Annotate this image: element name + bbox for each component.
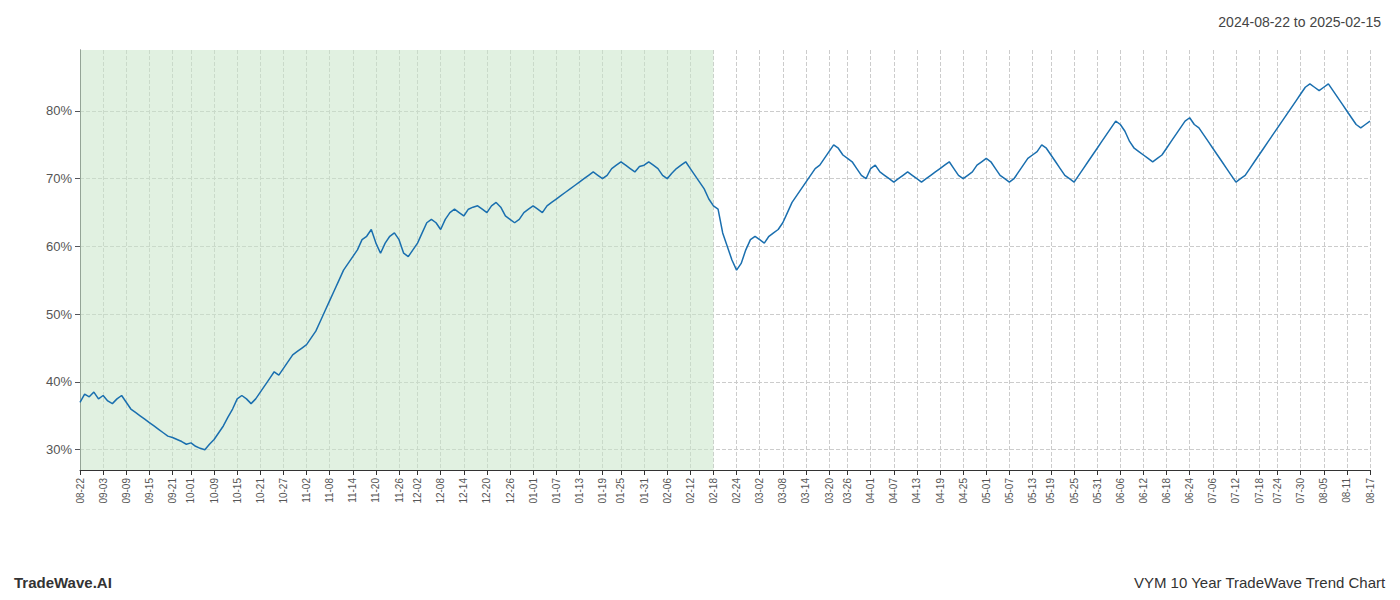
svg-text:01-31: 01-31	[639, 478, 650, 504]
svg-text:11-08: 11-08	[324, 478, 335, 503]
svg-text:04-07: 04-07	[888, 478, 899, 504]
svg-text:06-18: 06-18	[1161, 478, 1172, 504]
svg-text:04-19: 04-19	[935, 478, 946, 504]
svg-text:06-24: 06-24	[1184, 478, 1195, 504]
svg-text:03-26: 03-26	[842, 478, 853, 504]
svg-text:03-08: 03-08	[777, 478, 788, 504]
svg-text:11-14: 11-14	[347, 478, 358, 503]
svg-text:12-08: 12-08	[435, 478, 446, 504]
svg-text:05-19: 05-19	[1045, 478, 1056, 504]
svg-text:03-20: 03-20	[824, 478, 835, 504]
svg-text:12-26: 12-26	[505, 478, 516, 504]
svg-text:03-02: 03-02	[754, 478, 765, 504]
svg-text:VYM 10 Year TradeWave Trend Ch: VYM 10 Year TradeWave Trend Chart	[1134, 574, 1386, 591]
svg-text:TradeWave.AI: TradeWave.AI	[14, 574, 112, 591]
svg-text:11-20: 11-20	[370, 478, 381, 503]
svg-text:12-20: 12-20	[481, 478, 492, 504]
svg-text:11-26: 11-26	[394, 478, 405, 503]
svg-text:11-02: 11-02	[301, 478, 312, 503]
svg-text:10-27: 10-27	[278, 478, 289, 504]
svg-text:01-01: 01-01	[528, 478, 539, 504]
svg-text:05-13: 05-13	[1027, 478, 1038, 504]
svg-text:09-15: 09-15	[144, 478, 155, 504]
svg-text:80%: 80%	[46, 103, 72, 118]
svg-text:03-14: 03-14	[800, 478, 811, 504]
svg-text:05-07: 05-07	[1004, 478, 1015, 504]
svg-text:07-30: 07-30	[1295, 478, 1306, 504]
svg-text:01-07: 01-07	[551, 478, 562, 504]
svg-text:08-11: 08-11	[1341, 478, 1352, 503]
svg-text:02-06: 02-06	[662, 478, 673, 504]
svg-text:30%: 30%	[46, 442, 72, 457]
svg-text:01-19: 01-19	[597, 478, 608, 504]
svg-text:70%: 70%	[46, 171, 72, 186]
svg-text:12-02: 12-02	[412, 478, 423, 504]
svg-text:10-09: 10-09	[209, 478, 220, 504]
svg-text:09-09: 09-09	[121, 478, 132, 504]
svg-text:06-12: 06-12	[1138, 478, 1149, 504]
svg-text:07-18: 07-18	[1254, 478, 1265, 504]
svg-text:08-22: 08-22	[75, 478, 86, 504]
svg-text:12-14: 12-14	[458, 478, 469, 504]
svg-text:10-15: 10-15	[232, 478, 243, 504]
svg-text:05-31: 05-31	[1092, 478, 1103, 504]
svg-text:05-01: 05-01	[981, 478, 992, 504]
svg-text:08-05: 08-05	[1318, 478, 1329, 504]
svg-text:10-01: 10-01	[185, 478, 196, 504]
svg-text:04-01: 04-01	[865, 478, 876, 504]
svg-text:09-03: 09-03	[98, 478, 109, 504]
svg-text:04-25: 04-25	[958, 478, 969, 504]
svg-text:2024-08-22 to 2025-02-15: 2024-08-22 to 2025-02-15	[1218, 14, 1381, 30]
svg-text:04-13: 04-13	[911, 478, 922, 504]
svg-text:10-21: 10-21	[255, 478, 266, 504]
svg-text:02-18: 02-18	[708, 478, 719, 504]
svg-text:02-12: 02-12	[685, 478, 696, 504]
svg-text:60%: 60%	[46, 239, 72, 254]
svg-text:08-17: 08-17	[1365, 478, 1376, 504]
svg-text:09-21: 09-21	[167, 478, 178, 504]
svg-text:07-12: 07-12	[1230, 478, 1241, 504]
svg-text:50%: 50%	[46, 307, 72, 322]
svg-text:01-25: 01-25	[615, 478, 626, 504]
svg-text:07-06: 07-06	[1207, 478, 1218, 504]
svg-text:06-06: 06-06	[1115, 478, 1126, 504]
svg-text:02-24: 02-24	[731, 478, 742, 504]
svg-text:05-25: 05-25	[1069, 478, 1080, 504]
svg-text:07-24: 07-24	[1272, 478, 1283, 504]
svg-text:40%: 40%	[46, 374, 72, 389]
svg-text:01-13: 01-13	[574, 478, 585, 504]
